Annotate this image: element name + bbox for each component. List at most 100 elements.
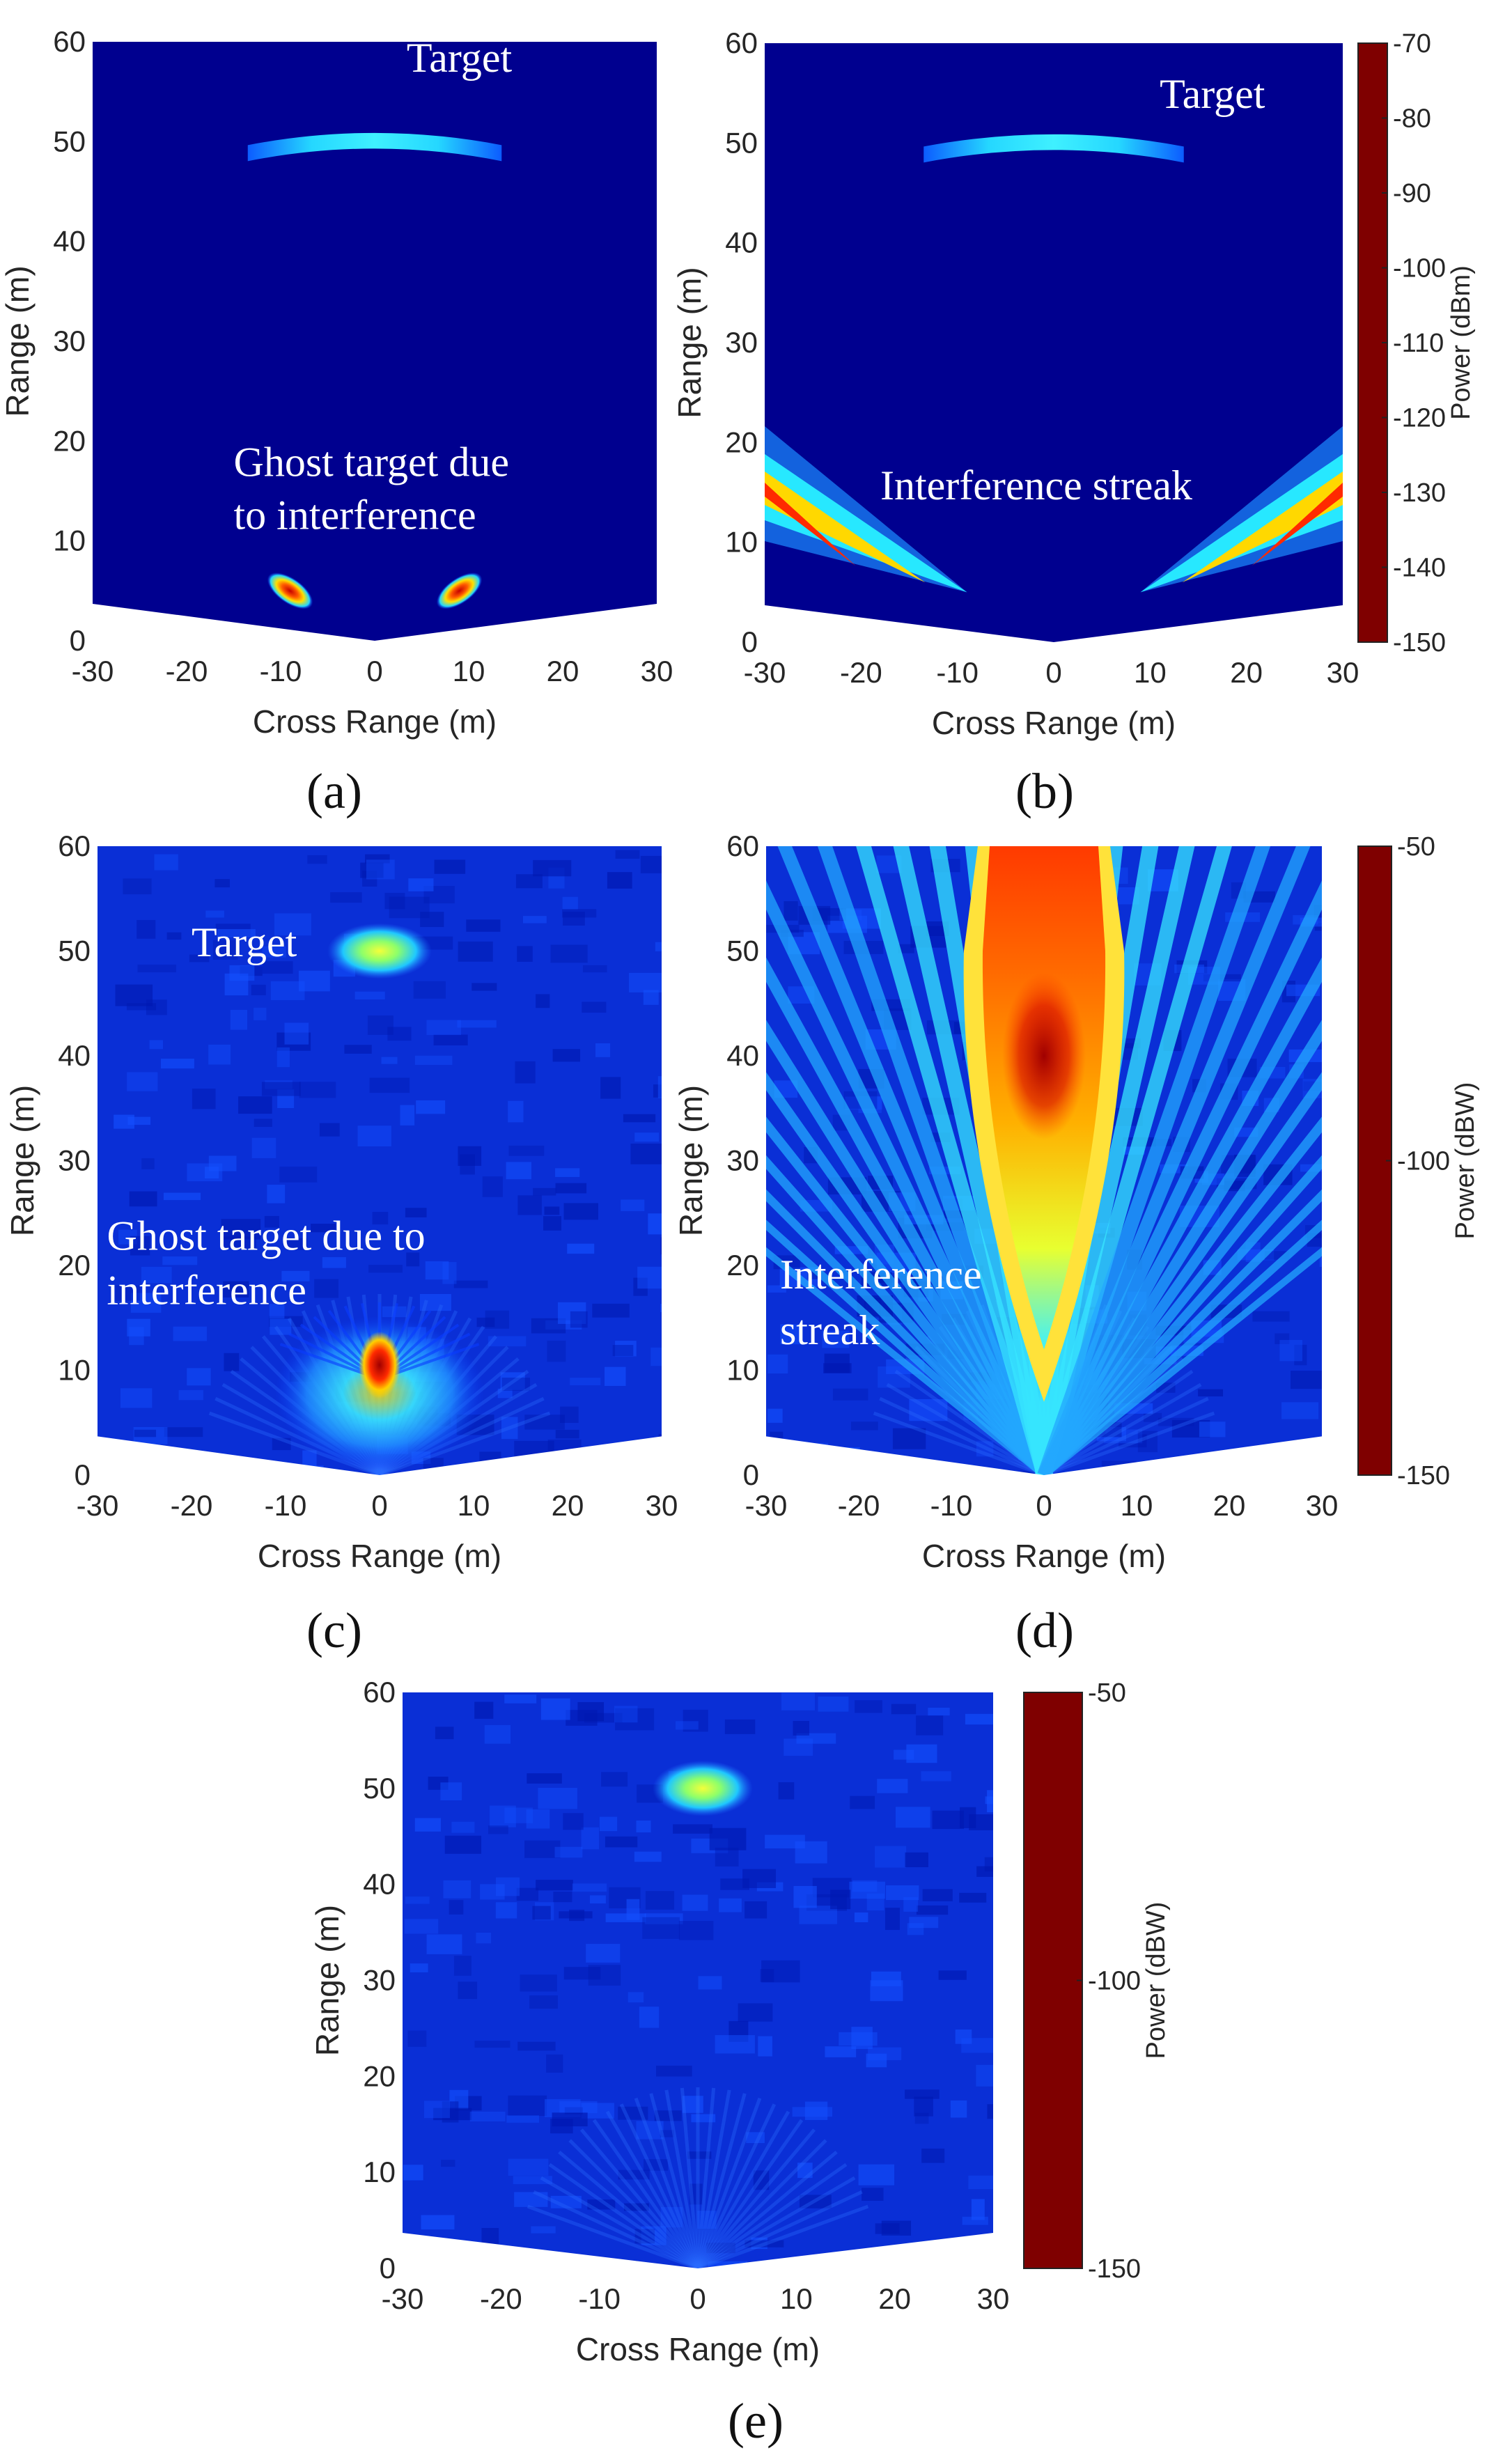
- colorbar-label: Power (dBW): [1451, 1082, 1480, 1240]
- speckle-cell: [276, 1047, 290, 1068]
- speckle-cell: [123, 878, 152, 895]
- annotation-text: Ghost target due to: [107, 1213, 426, 1259]
- speckle-cell: [367, 1015, 393, 1035]
- speckle-cell: [928, 1707, 950, 1716]
- speckle-cell: [1020, 1470, 1042, 1475]
- speckle-cell: [254, 1119, 272, 1127]
- y-tick-label: 40: [363, 1868, 396, 1901]
- streak-ray: [766, 1155, 1047, 1475]
- ghost-target-mark: [267, 572, 313, 609]
- speckle-cell: [137, 965, 176, 973]
- speckle-cell: [792, 2107, 833, 2117]
- y-tick-label: 30: [58, 1144, 91, 1177]
- speckle-cell: [987, 2104, 993, 2119]
- speckle-cell: [799, 2195, 832, 2208]
- fan-line: [696, 2093, 747, 2268]
- speckle-cell: [886, 1885, 919, 1901]
- speckle-cell: [368, 1265, 403, 1273]
- panel-caption: (a): [306, 763, 362, 819]
- speckle-cell: [230, 1010, 248, 1030]
- colorbar-label: Power (dBW): [1141, 1902, 1171, 2059]
- speckle-cell: [797, 2163, 813, 2179]
- y-tick-label: 40: [726, 1039, 759, 1072]
- speckle-cell: [516, 1887, 539, 1901]
- speckle-cell: [719, 1898, 742, 1912]
- speckle-cell: [536, 1880, 573, 1891]
- speckle-cell: [633, 1277, 648, 1296]
- speckle-cell: [400, 1105, 415, 1125]
- speckle-cell: [653, 1084, 662, 1098]
- colorbar-tick-label: -90: [1393, 179, 1431, 208]
- blind-region: [765, 605, 1343, 642]
- speckle-cell: [435, 1727, 454, 1740]
- colorbar: [1023, 1692, 1083, 2269]
- speckle-cell: [767, 1408, 783, 1423]
- speckle-cell: [745, 1901, 767, 1919]
- colorbar-tick-label: -150: [1397, 1461, 1450, 1490]
- speckle-cell: [959, 1892, 987, 1903]
- speckle-cell: [562, 896, 578, 910]
- y-tick-label: 10: [363, 2156, 396, 2188]
- speckle-cell: [870, 1980, 903, 2002]
- streak-ray: [1040, 1116, 1322, 1475]
- speckle-cell: [546, 2054, 563, 2073]
- streak-ray: [1038, 846, 1311, 1475]
- panel-caption: (d): [1015, 1603, 1074, 1658]
- y-tick-label: 20: [726, 1249, 759, 1281]
- speckle-cell: [618, 2169, 650, 2180]
- speckle-cell: [630, 1144, 662, 1164]
- speckle-cell: [547, 1340, 566, 1362]
- speckle-cell: [636, 1820, 651, 1832]
- x-tick-label: -20: [171, 1489, 213, 1522]
- plot-area: [403, 1692, 993, 2268]
- annotation-text: Ghost target due: [234, 439, 509, 485]
- speckle-cell: [796, 1733, 836, 1744]
- speckle-cell: [563, 1813, 584, 1830]
- fan-line: [696, 2119, 804, 2268]
- speckle-cell: [884, 1908, 900, 1931]
- speckle-cell: [267, 1185, 286, 1203]
- y-axis-label: Range (m): [309, 1905, 345, 2056]
- colorbar-label: Power (dBm): [1447, 265, 1476, 420]
- speckle-cell: [641, 2226, 667, 2245]
- speckle-cell: [416, 1100, 446, 1114]
- speckle-cell: [793, 1720, 810, 1736]
- speckle-cell: [272, 1438, 291, 1451]
- speckle-cell: [480, 1884, 505, 1900]
- speckle-cell: [420, 912, 444, 928]
- speckle-cell: [451, 1821, 475, 1833]
- speckle-cell: [1279, 1339, 1302, 1362]
- speckle-cell: [457, 1020, 497, 1028]
- speckle-cell: [354, 991, 385, 1000]
- speckle-cell: [1252, 1311, 1290, 1322]
- speckle-cell: [444, 1835, 482, 1854]
- speckle-cell: [965, 1713, 993, 1725]
- speckle-cell: [433, 2107, 472, 2121]
- speckle-cell: [217, 929, 256, 937]
- colorbar-tick-label: -150: [1088, 2254, 1141, 2284]
- speckle-cell: [706, 2243, 735, 2254]
- speckle-cell: [563, 1203, 599, 1220]
- speckle-cell: [517, 2041, 556, 2051]
- speckle-cell: [657, 1076, 662, 1098]
- speckle-cell: [634, 1851, 662, 1862]
- speckle-cell: [279, 1167, 318, 1183]
- speckle-cell: [162, 1256, 198, 1265]
- speckle-cell: [660, 2206, 683, 2228]
- speckle-cell: [238, 1096, 272, 1114]
- streak-ray: [1039, 1072, 1322, 1475]
- speckle-cell: [894, 1750, 914, 1760]
- speckle-cell: [849, 1881, 885, 1899]
- fan-line: [696, 2110, 790, 2268]
- speckle-cell: [389, 896, 430, 919]
- speckle-cell: [673, 1824, 712, 1834]
- speckle-cell: [642, 1917, 680, 1939]
- x-tick-label: -30: [744, 656, 786, 689]
- speckle-cell: [795, 1841, 827, 1864]
- panel-c: -30 -20 -10 0 10 20 30 0 10 20 30 40 50 60 Cross Range…: [4, 829, 678, 1658]
- speckle-cell: [488, 1825, 508, 1834]
- speckle-cell: [515, 874, 543, 889]
- streak-ray: [1036, 846, 1232, 1475]
- speckle-cell: [425, 1261, 449, 1280]
